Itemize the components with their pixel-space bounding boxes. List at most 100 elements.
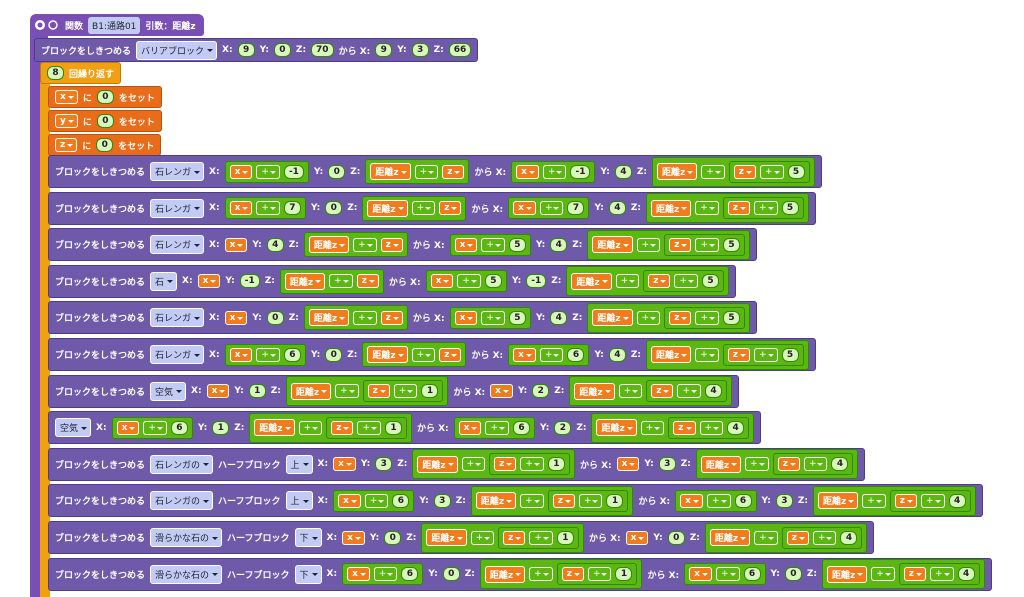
number-field[interactable]: 1 [606, 493, 624, 508]
number-field[interactable]: 6 [734, 493, 752, 508]
dropdown[interactable]: 上 [285, 491, 313, 511]
operator[interactable]: + [636, 310, 661, 325]
operator[interactable]: + [373, 567, 398, 582]
variable[interactable]: 距離z [574, 382, 615, 400]
number-field[interactable]: 3 [375, 457, 393, 472]
fill-block[interactable]: ブロックをしきつめる 石レンガ X: x Y: 0 Z: 距離z + z から X: x +5 Y: 4 Z:… [48, 301, 757, 335]
variable[interactable]: 距離z [709, 529, 751, 546]
variable[interactable]: x [197, 274, 221, 289]
number-field[interactable]: -1 [570, 164, 591, 179]
variable[interactable]: 距離z [308, 309, 350, 327]
fill-block[interactable]: ブロックをしきつめる 石レンガ X: x +7 Y: 0 Z: 距離z + z から X: x +7 Y: 4… [48, 191, 816, 225]
operator[interactable]: + [715, 567, 740, 582]
variable[interactable]: 距離z [592, 236, 633, 254]
fill-block[interactable]: 空気 X: x +6 Y: 1 Z: 距離z + z +1 から X: x +6 Y: 2 Z: 距離z + z +4 [48, 411, 762, 445]
variable[interactable]: z [786, 530, 809, 545]
number-field[interactable]: 0 [784, 567, 802, 582]
operator[interactable]: + [539, 201, 564, 216]
dropdown[interactable]: 上 [285, 454, 313, 474]
number-field[interactable]: 1 [384, 420, 402, 435]
variable[interactable]: x [513, 347, 536, 362]
operator[interactable]: + [529, 567, 553, 582]
operator[interactable]: + [695, 347, 719, 362]
operator[interactable]: + [578, 493, 603, 508]
number-field[interactable]: 0 [325, 347, 343, 362]
number-field[interactable]: 4 [957, 567, 975, 582]
variable[interactable]: z [777, 457, 800, 472]
variable[interactable]: 距離z [370, 163, 411, 180]
operator[interactable]: + [677, 384, 701, 399]
operator[interactable]: + [618, 384, 643, 399]
dropdown[interactable]: 石レンガ [150, 198, 205, 218]
variable[interactable]: z [380, 310, 403, 325]
operator[interactable]: + [695, 201, 719, 216]
operator[interactable]: + [357, 420, 381, 435]
number-field[interactable]: 66 [448, 43, 472, 57]
variable[interactable]: 距離z [596, 419, 637, 437]
variable[interactable]: x [454, 237, 478, 252]
variable[interactable]: z [494, 457, 517, 472]
number-field[interactable]: 0 [667, 530, 685, 545]
variable[interactable]: 距離z [592, 309, 633, 327]
variable[interactable]: x [490, 384, 513, 399]
number-field[interactable]: 7 [283, 201, 301, 216]
operator[interactable]: + [481, 310, 505, 325]
variable[interactable]: x [229, 201, 253, 216]
number-field[interactable]: 1 [248, 384, 266, 399]
variable[interactable]: z [561, 567, 584, 582]
operator[interactable]: + [353, 310, 377, 325]
number-field[interactable]: 0 [266, 310, 284, 325]
number-field[interactable]: 6 [743, 567, 761, 582]
operator[interactable]: + [615, 274, 640, 289]
number-field[interactable]: 1 [421, 384, 439, 399]
operator[interactable]: + [930, 567, 954, 582]
variable[interactable]: x [458, 420, 482, 435]
number-field[interactable]: -1 [526, 274, 547, 289]
operator[interactable]: + [640, 420, 665, 435]
function-header[interactable]: 関数 B1:通路01 引数：距離z [30, 14, 204, 36]
fill-block[interactable]: ブロックをしきつめる 石レンガの ハーフブロック上 X: x Y: 3 Z: 距離z + z +1 から… [48, 447, 866, 481]
number-field[interactable]: 0 [384, 530, 402, 545]
dropdown[interactable]: 石レンガ [150, 308, 205, 328]
variable[interactable]: z [727, 347, 750, 362]
dropdown[interactable]: 石レンガの [150, 491, 214, 511]
variable[interactable]: x [516, 164, 539, 179]
fill-block[interactable]: ブロックをしきつめる 石レンガ X: x +6 Y: 0 Z: 距離z + z から X: x +6 Y: 4… [48, 338, 816, 371]
variable[interactable]: z [733, 164, 756, 179]
variable[interactable]: z [651, 384, 674, 399]
variable[interactable]: z [503, 530, 526, 545]
variable[interactable]: 距離z [484, 565, 526, 583]
function-name[interactable]: B1:通路01 [88, 16, 141, 34]
operator[interactable]: + [862, 493, 886, 508]
variable[interactable]: 距離z [826, 565, 868, 583]
operator[interactable]: + [754, 530, 778, 545]
operator[interactable]: + [461, 457, 486, 472]
variable[interactable]: x [333, 457, 356, 472]
variable[interactable]: z [55, 138, 78, 152]
number-field[interactable]: 4 [550, 310, 568, 325]
variable[interactable]: 距離z [650, 199, 692, 217]
fill-block[interactable]: ブロックをしきつめる 石レンガの ハーフブロック上 X: x +6 Y: 3 Z: 距離z + z +1… [48, 484, 983, 518]
variable[interactable]: x [347, 567, 370, 582]
variable[interactable]: x [689, 567, 712, 582]
number-field[interactable]: 4 [831, 457, 849, 472]
variable[interactable]: z [367, 384, 390, 399]
variable[interactable]: 距離z [290, 382, 332, 400]
number-field[interactable]: 4 [608, 201, 626, 216]
operator[interactable]: + [256, 164, 280, 179]
variable[interactable]: y [55, 114, 78, 128]
operator[interactable]: + [754, 347, 778, 362]
dropdown[interactable]: 下 [294, 528, 322, 547]
variable[interactable]: 距離z [367, 346, 408, 363]
variable[interactable]: z [380, 237, 403, 252]
operator[interactable]: + [695, 310, 719, 325]
loop-block[interactable]: 8 回繰り返す [40, 62, 122, 84]
dropdown[interactable]: 滑らかな石の [150, 564, 223, 584]
operator[interactable]: + [364, 493, 389, 508]
number-field[interactable]: 0 [96, 138, 114, 152]
operator[interactable]: + [143, 420, 167, 435]
number-field[interactable]: 7 [567, 201, 585, 216]
operator[interactable]: + [298, 420, 323, 435]
dropdown[interactable]: 滑らかな石の [150, 528, 223, 547]
variable[interactable]: z [669, 237, 692, 252]
